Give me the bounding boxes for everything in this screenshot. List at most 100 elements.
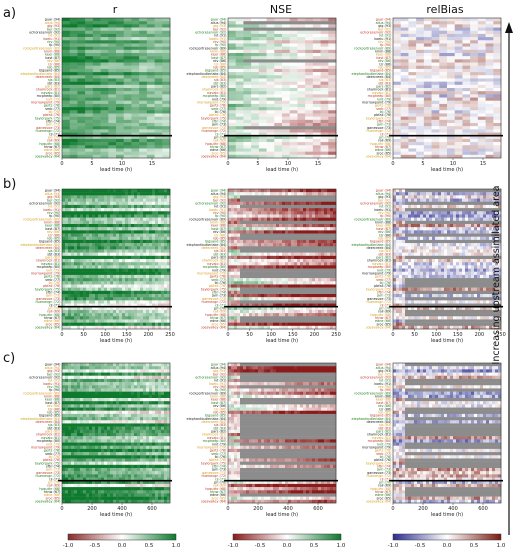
heatmap-cell [258,239,262,244]
heatmap-cell [89,201,93,206]
heatmap-cell [261,208,265,212]
heatmap-cell [149,204,153,209]
heatmap-cell [243,59,252,63]
heatmap-cell [234,198,238,202]
heatmap-cell [100,37,109,41]
heatmap-cell [261,265,265,269]
heatmap-cell [408,145,417,149]
heatmap-cell [321,274,325,279]
heatmap-cell [152,204,156,209]
heatmap-cell [131,94,140,98]
heatmap-cell [152,297,156,301]
heatmap-cell [122,243,126,247]
heatmap-cell [276,243,280,247]
heatmap-cell [104,189,108,193]
heatmap-cell [297,259,301,263]
heatmap-cell [289,78,298,82]
heatmap-cell [305,91,314,95]
heatmap-cell [282,132,291,136]
heatmap-cell [470,78,479,82]
heatmap-cell [261,243,265,247]
heatmap-cell [71,233,75,237]
heatmap-cell [303,284,307,288]
heatmap-cell [447,142,456,146]
heatmap-cell [123,110,132,114]
heatmap-cell [162,62,171,66]
heatmap-cell [149,325,153,330]
heatmap-cell [146,208,150,212]
site-label: htnw (67) [44,145,61,149]
heatmap-cell [140,204,144,209]
heatmap-cell [235,49,244,54]
heatmap-cell [167,325,171,330]
heatmap-cell [104,252,108,257]
heatmap-cell [258,27,267,31]
heatmap-cell [477,103,486,108]
heatmap-row [228,220,337,225]
heatmap-cell [95,201,99,206]
heatmap-cell [234,224,238,228]
heatmap-cell [122,236,126,241]
heatmap-cell [134,239,138,244]
heatmap-cell [140,319,144,323]
heatmap-cell [312,271,316,276]
heatmap-cell [92,40,101,44]
heatmap-cell [431,135,440,140]
heatmap-cell [158,322,162,327]
heatmap-cell [131,97,140,101]
heatmap-cell [167,233,171,237]
heatmap-cell [62,208,66,212]
heatmap-cell [305,100,314,105]
heatmap-cell [228,233,232,237]
heatmap-cell [74,262,78,266]
heatmap-cell [134,284,138,288]
heatmap-cell [470,91,479,95]
heatmap-cell [125,300,129,304]
heatmap-cell [164,208,168,212]
heatmap-cell [312,249,316,253]
heatmap-cell [485,30,494,35]
heatmap-cell [101,281,105,285]
heatmap-cell [279,249,283,253]
heatmap-cell [146,151,155,156]
heatmap-cell [289,129,298,133]
heatmap-cell [285,227,289,231]
heatmap-cell [274,78,283,82]
heatmap-cell [294,208,298,212]
heatmap-cell [122,211,126,215]
heatmap-cell [416,24,425,28]
heatmap-cell [400,129,409,133]
heatmap-cell [164,294,168,298]
heatmap-cell [454,30,463,35]
heatmap-cell [294,204,298,209]
heatmap-cell [235,37,244,41]
heatmap-cell [83,309,87,314]
heatmap-cell [243,148,252,152]
heatmap-cell [258,81,267,86]
heatmap-cell [423,113,432,117]
heatmap-cell [104,249,108,253]
heatmap-cell [134,198,138,202]
heatmap-row [62,243,171,247]
heatmap-cell [493,91,502,95]
heatmap-row [228,21,337,25]
heatmap-cell [116,18,125,22]
heatmap-cell [101,303,105,307]
heatmap-cell [83,284,87,288]
heatmap-cell [297,56,306,60]
heatmap-cell [252,284,256,288]
heatmap-cell [279,255,283,260]
heatmap-cell [155,204,159,209]
heatmap-cell [131,252,135,257]
heatmap-cell [86,297,90,301]
heatmap-cell [128,220,132,225]
heatmap-cell [69,142,78,146]
heatmap-cell [137,300,141,304]
heatmap-cell [243,239,247,244]
heatmap-cell [98,195,102,199]
heatmap-cell [328,56,337,60]
heatmap-cell [92,290,96,295]
heatmap-cell [270,208,274,212]
heatmap-cell [116,201,120,206]
heatmap-cell [285,278,289,282]
